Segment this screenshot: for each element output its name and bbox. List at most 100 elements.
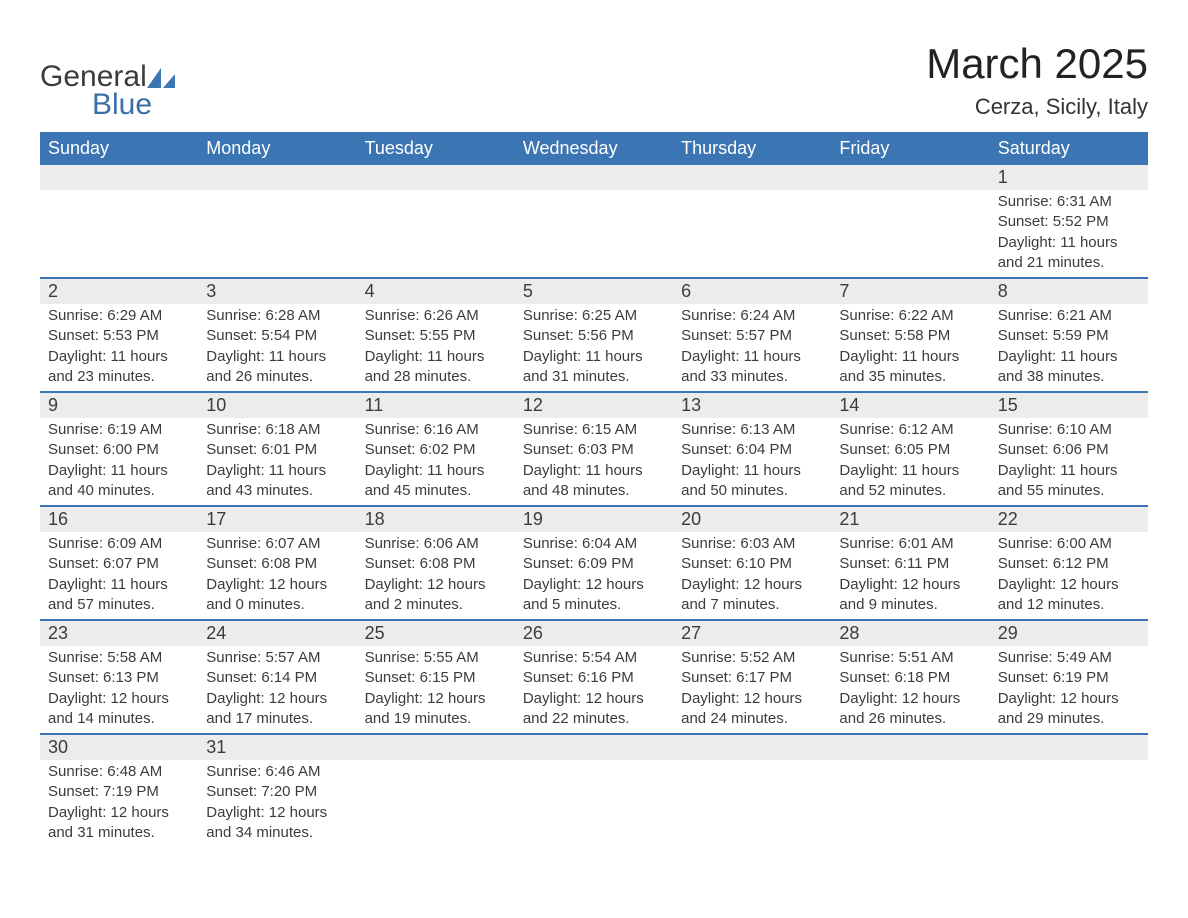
- day-header: Friday: [831, 132, 989, 165]
- day-details: [673, 760, 831, 847]
- sunrise-text: Sunrise: 6:00 AM: [998, 534, 1140, 554]
- day-number: 16: [40, 506, 198, 532]
- day-details: [357, 190, 515, 278]
- day-details: Sunrise: 6:24 AMSunset: 5:57 PMDaylight:…: [673, 304, 831, 392]
- day-number: 13: [673, 392, 831, 418]
- sunrise-text: Sunrise: 5:49 AM: [998, 648, 1140, 668]
- day-detail-row: Sunrise: 6:19 AMSunset: 6:00 PMDaylight:…: [40, 418, 1148, 506]
- day-number: 19: [515, 506, 673, 532]
- day-number: [198, 165, 356, 190]
- sunrise-text: Sunrise: 6:12 AM: [839, 420, 981, 440]
- day-number: 22: [990, 506, 1148, 532]
- day-details: Sunrise: 6:21 AMSunset: 5:59 PMDaylight:…: [990, 304, 1148, 392]
- calendar-head: Sunday Monday Tuesday Wednesday Thursday…: [40, 132, 1148, 165]
- sunset-text: Sunset: 6:07 PM: [48, 554, 190, 574]
- sunset-text: Sunset: 6:13 PM: [48, 668, 190, 688]
- day-number: [357, 165, 515, 190]
- day-number: 29: [990, 620, 1148, 646]
- sunset-text: Sunset: 6:11 PM: [839, 554, 981, 574]
- daylight-text: Daylight: 11 hours and 43 minutes.: [206, 461, 348, 502]
- day-number: 17: [198, 506, 356, 532]
- daylight-text: Daylight: 12 hours and 26 minutes.: [839, 689, 981, 730]
- sunset-text: Sunset: 6:00 PM: [48, 440, 190, 460]
- day-number: [831, 165, 989, 190]
- day-details: Sunrise: 6:04 AMSunset: 6:09 PMDaylight:…: [515, 532, 673, 620]
- day-number: [515, 165, 673, 190]
- daylight-text: Daylight: 11 hours and 33 minutes.: [681, 347, 823, 388]
- day-details: Sunrise: 6:28 AMSunset: 5:54 PMDaylight:…: [198, 304, 356, 392]
- day-details: Sunrise: 6:31 AMSunset: 5:52 PMDaylight:…: [990, 190, 1148, 278]
- daylight-text: Daylight: 12 hours and 34 minutes.: [206, 803, 348, 844]
- day-number: 30: [40, 734, 198, 760]
- day-number: 25: [357, 620, 515, 646]
- day-details: Sunrise: 6:03 AMSunset: 6:10 PMDaylight:…: [673, 532, 831, 620]
- day-number: 26: [515, 620, 673, 646]
- sunrise-text: Sunrise: 6:10 AM: [998, 420, 1140, 440]
- sunset-text: Sunset: 5:53 PM: [48, 326, 190, 346]
- daylight-text: Daylight: 12 hours and 22 minutes.: [523, 689, 665, 730]
- day-number: 11: [357, 392, 515, 418]
- day-number: [357, 734, 515, 760]
- sunset-text: Sunset: 5:56 PM: [523, 326, 665, 346]
- daylight-text: Daylight: 11 hours and 52 minutes.: [839, 461, 981, 502]
- sunrise-text: Sunrise: 5:52 AM: [681, 648, 823, 668]
- sunrise-text: Sunrise: 6:26 AM: [365, 306, 507, 326]
- day-number: 9: [40, 392, 198, 418]
- sunrise-text: Sunrise: 6:25 AM: [523, 306, 665, 326]
- day-details: Sunrise: 6:19 AMSunset: 6:00 PMDaylight:…: [40, 418, 198, 506]
- sunset-text: Sunset: 6:08 PM: [206, 554, 348, 574]
- day-number: 24: [198, 620, 356, 646]
- sunset-text: Sunset: 5:52 PM: [998, 212, 1140, 232]
- sunrise-text: Sunrise: 6:07 AM: [206, 534, 348, 554]
- day-detail-row: Sunrise: 6:29 AMSunset: 5:53 PMDaylight:…: [40, 304, 1148, 392]
- day-details: [831, 760, 989, 847]
- day-number: [673, 165, 831, 190]
- sunset-text: Sunset: 7:20 PM: [206, 782, 348, 802]
- day-details: [515, 760, 673, 847]
- day-detail-row: Sunrise: 6:48 AMSunset: 7:19 PMDaylight:…: [40, 760, 1148, 847]
- day-header: Wednesday: [515, 132, 673, 165]
- sunrise-text: Sunrise: 6:09 AM: [48, 534, 190, 554]
- sunset-text: Sunset: 5:55 PM: [365, 326, 507, 346]
- day-details: Sunrise: 6:46 AMSunset: 7:20 PMDaylight:…: [198, 760, 356, 847]
- day-number: 7: [831, 278, 989, 304]
- sunset-text: Sunset: 5:58 PM: [839, 326, 981, 346]
- day-number-row: 1: [40, 165, 1148, 190]
- sunrise-text: Sunrise: 6:21 AM: [998, 306, 1140, 326]
- day-number: [990, 734, 1148, 760]
- day-details: Sunrise: 6:48 AMSunset: 7:19 PMDaylight:…: [40, 760, 198, 847]
- day-details: Sunrise: 5:55 AMSunset: 6:15 PMDaylight:…: [357, 646, 515, 734]
- day-details: Sunrise: 6:25 AMSunset: 5:56 PMDaylight:…: [515, 304, 673, 392]
- day-number: 15: [990, 392, 1148, 418]
- day-header: Monday: [198, 132, 356, 165]
- daylight-text: Daylight: 12 hours and 24 minutes.: [681, 689, 823, 730]
- sunset-text: Sunset: 6:19 PM: [998, 668, 1140, 688]
- daylight-text: Daylight: 12 hours and 14 minutes.: [48, 689, 190, 730]
- sunset-text: Sunset: 6:12 PM: [998, 554, 1140, 574]
- sunrise-text: Sunrise: 6:06 AM: [365, 534, 507, 554]
- daylight-text: Daylight: 11 hours and 45 minutes.: [365, 461, 507, 502]
- day-number: 8: [990, 278, 1148, 304]
- day-details: Sunrise: 6:18 AMSunset: 6:01 PMDaylight:…: [198, 418, 356, 506]
- sunset-text: Sunset: 6:17 PM: [681, 668, 823, 688]
- day-details: Sunrise: 5:51 AMSunset: 6:18 PMDaylight:…: [831, 646, 989, 734]
- day-number-row: 2345678: [40, 278, 1148, 304]
- sunrise-text: Sunrise: 6:04 AM: [523, 534, 665, 554]
- month-title: March 2025: [926, 40, 1148, 88]
- day-detail-row: Sunrise: 6:09 AMSunset: 6:07 PMDaylight:…: [40, 532, 1148, 620]
- sunrise-text: Sunrise: 5:51 AM: [839, 648, 981, 668]
- day-number: 6: [673, 278, 831, 304]
- sunrise-text: Sunrise: 5:54 AM: [523, 648, 665, 668]
- day-number: 3: [198, 278, 356, 304]
- sunrise-text: Sunrise: 6:31 AM: [998, 192, 1140, 212]
- sunset-text: Sunset: 5:54 PM: [206, 326, 348, 346]
- sunset-text: Sunset: 6:08 PM: [365, 554, 507, 574]
- day-number: [831, 734, 989, 760]
- day-header-row: Sunday Monday Tuesday Wednesday Thursday…: [40, 132, 1148, 165]
- day-details: [357, 760, 515, 847]
- day-details: [198, 190, 356, 278]
- calendar-page: General Blue March 2025 Cerza, Sicily, I…: [40, 40, 1148, 847]
- day-details: Sunrise: 6:16 AMSunset: 6:02 PMDaylight:…: [357, 418, 515, 506]
- daylight-text: Daylight: 11 hours and 28 minutes.: [365, 347, 507, 388]
- day-detail-row: Sunrise: 5:58 AMSunset: 6:13 PMDaylight:…: [40, 646, 1148, 734]
